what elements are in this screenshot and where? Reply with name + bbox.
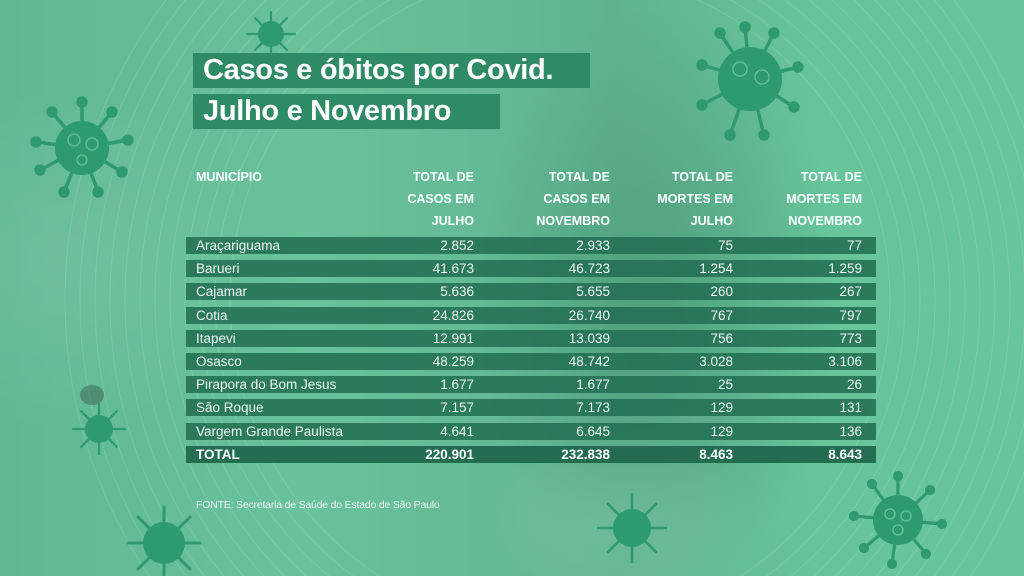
deaths-july: 767	[710, 307, 733, 323]
total-cases-july: 220.901	[425, 446, 474, 462]
deaths-july: 3.028	[699, 353, 733, 369]
source-credit: FONTE: Secretaria de Saúde do Estado de …	[196, 499, 440, 511]
header-deaths-july: TOTAL DE MORTES EM JULHO	[657, 170, 733, 228]
deaths-november: 773	[839, 330, 862, 346]
municipio-name: Araçariguama	[196, 238, 281, 253]
cases-november: 13.039	[568, 330, 610, 346]
deaths-november: 1.259	[828, 261, 862, 277]
municipio-name: Itapevi	[196, 330, 236, 346]
title-line-2: Julho e Novembro	[193, 94, 500, 129]
cases-november: 1.677	[576, 377, 610, 393]
deaths-july: 756	[710, 330, 733, 346]
table-row: São Roque 7.157 7.173 129 131	[186, 399, 876, 417]
municipio-name: Pirapora do Bom Jesus	[196, 377, 337, 393]
municipio-name: São Roque	[196, 400, 264, 416]
header-deaths-november: TOTAL DE MORTES EM NOVEMBRO	[786, 170, 862, 228]
table-header: MUNICÍPIO TOTAL DE CASOS EM JULHO TOTAL …	[186, 166, 876, 236]
table-row: Araçariguama 2.852 2.933 75 77	[186, 237, 876, 254]
cases-july: 12.991	[432, 330, 474, 346]
municipio-name: Vargem Grande Paulista	[196, 423, 343, 439]
header-municipio: MUNICÍPIO	[196, 170, 262, 184]
virus-icon	[596, 492, 668, 564]
total-row: TOTAL 220.901 232.838 8.463 8.643	[186, 445, 876, 463]
cases-july: 7.157	[440, 400, 474, 416]
infographic-title: Casos e óbitos por Covid. Julho e Novemb…	[193, 53, 590, 129]
table-row: Vargem Grande Paulista 4.641 6.645 129 1…	[186, 422, 876, 440]
deaths-july: 129	[710, 400, 733, 416]
municipio-name: Osasco	[196, 353, 242, 369]
table-row: Itapevi 12.991 13.039 756 773	[186, 329, 876, 347]
virus-icon	[696, 21, 804, 141]
cases-july: 2.852	[440, 238, 474, 253]
municipio-name: Barueri	[196, 261, 240, 277]
table-body: Araçariguama 2.852 2.933 75 77 Barueri 4…	[186, 237, 876, 463]
table-row: Barueri 41.673 46.723 1.254 1.259	[186, 260, 876, 278]
deaths-november: 267	[839, 284, 862, 300]
table-row: Osasco 48.259 48.742 3.028 3.106	[186, 352, 876, 370]
municipio-name: Cotia	[196, 307, 228, 323]
table-row: Cajamar 5.636 5.655 260 267	[186, 283, 876, 301]
virus-icon	[71, 402, 127, 456]
deaths-july: 260	[710, 284, 733, 300]
header-cases-july: TOTAL DE CASOS EM JULHO	[407, 170, 474, 228]
deaths-november: 77	[846, 238, 862, 253]
title-line-1: Casos e óbitos por Covid.	[193, 53, 590, 88]
deaths-november: 136	[839, 423, 862, 439]
cases-july: 5.636	[440, 284, 474, 300]
total-deaths-july: 8.463	[699, 446, 733, 462]
cases-november: 7.173	[576, 400, 610, 416]
cases-november: 2.933	[576, 238, 610, 253]
cases-july: 48.259	[432, 353, 474, 369]
virus-icon	[245, 10, 297, 58]
cases-november: 46.723	[568, 261, 610, 277]
cases-november: 6.645	[576, 423, 610, 439]
deaths-november: 26	[846, 377, 862, 393]
cases-july: 4.641	[440, 423, 474, 439]
total-cases-november: 232.838	[561, 446, 610, 462]
table-row: Cotia 24.826 26.740 767 797	[186, 306, 876, 324]
deaths-november: 131	[839, 400, 862, 416]
virus-icon	[30, 96, 134, 198]
table-row: Pirapora do Bom Jesus 1.677 1.677 25 26	[186, 376, 876, 394]
virus-icon	[126, 505, 202, 576]
cases-july: 1.677	[440, 377, 474, 393]
total-deaths-november: 8.643	[828, 446, 862, 462]
deaths-november: 3.106	[828, 353, 862, 369]
municipio-name: Cajamar	[196, 284, 248, 300]
deaths-july: 25	[717, 377, 733, 393]
deaths-november: 797	[839, 307, 862, 323]
virus-icon	[848, 470, 948, 570]
deaths-july: 1.254	[699, 261, 733, 277]
header-cases-november: TOTAL DE CASOS EM NOVEMBRO	[536, 170, 610, 228]
cases-november: 48.742	[568, 353, 610, 369]
total-label: TOTAL	[196, 446, 240, 462]
deaths-july: 129	[710, 423, 733, 439]
cases-july: 41.673	[432, 261, 474, 277]
cases-july: 24.826	[432, 307, 474, 323]
deaths-july: 75	[717, 238, 733, 253]
cases-november: 5.655	[576, 284, 610, 300]
cases-november: 26.740	[568, 307, 610, 323]
covid-data-table: MUNICÍPIO TOTAL DE CASOS EM JULHO TOTAL …	[186, 166, 876, 463]
